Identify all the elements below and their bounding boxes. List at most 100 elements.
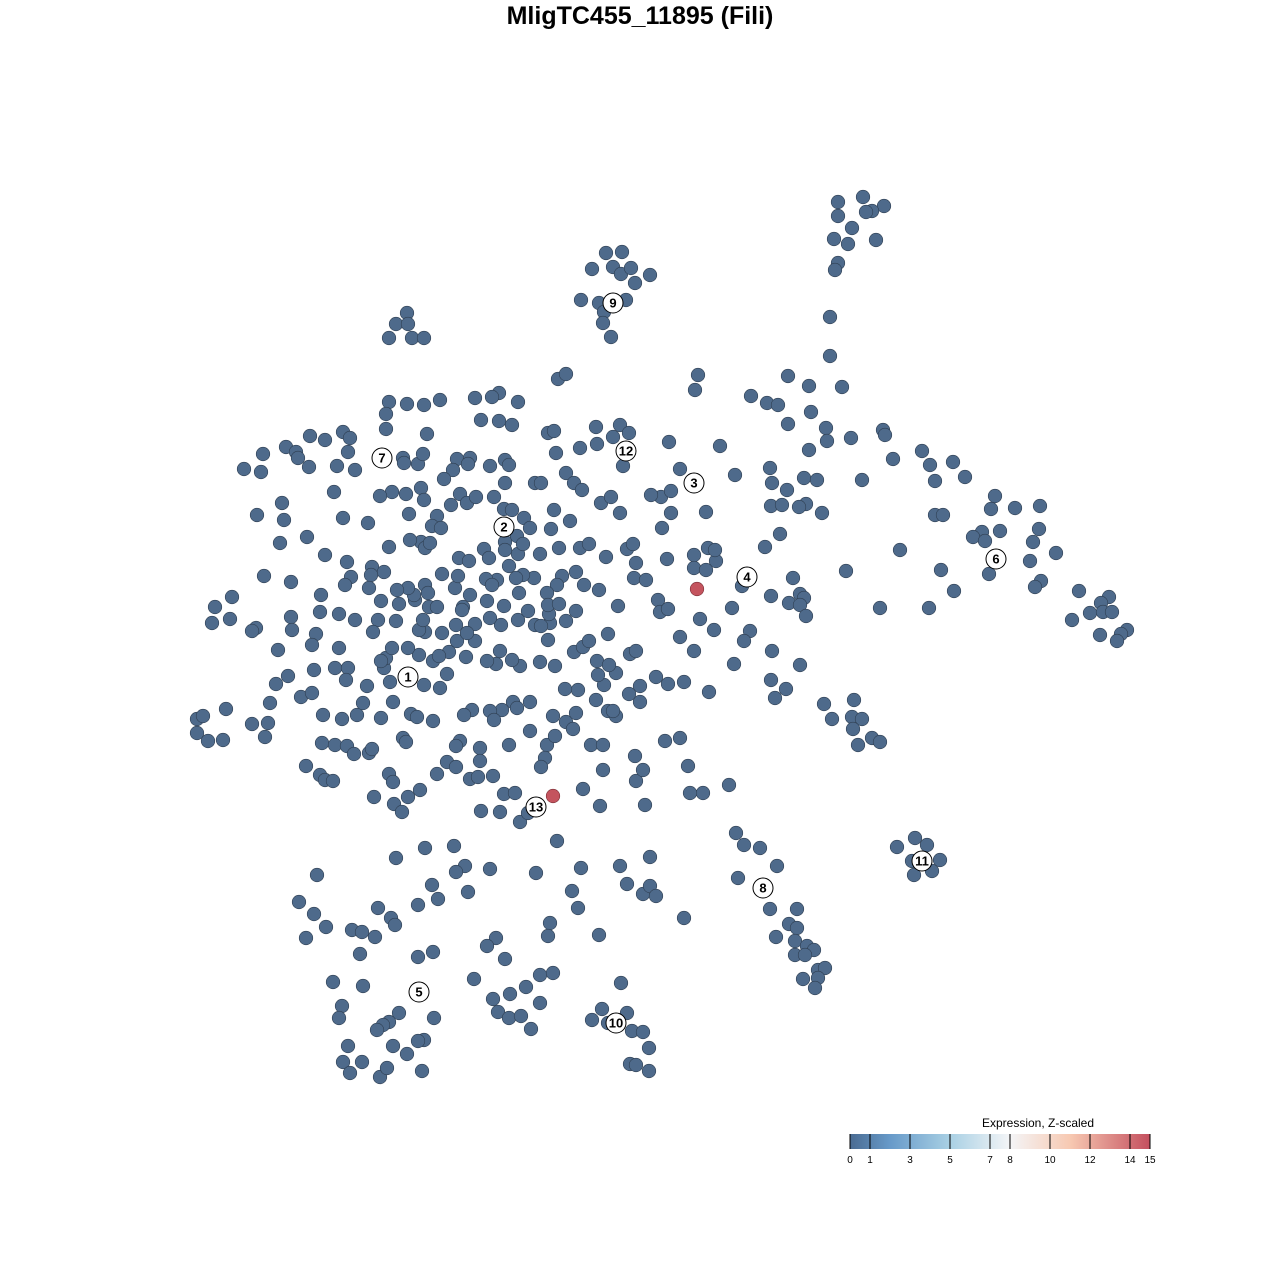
legend-ticks: 0 1 3 5 7 8 10 12 14 15 [847, 1134, 1156, 1166]
data-point [304, 685, 320, 701]
data-point [565, 721, 581, 737]
data-point [334, 998, 350, 1014]
data-point [467, 616, 483, 632]
data-point [549, 577, 565, 593]
data-point [430, 891, 446, 907]
cluster-label-6: 6 [985, 548, 1007, 570]
legend: Expression, Z-scaled 0 1 3 5 7 8 10 12 14 15 [847, 1116, 1156, 1166]
data-point [268, 676, 284, 692]
cluster-label-badge [371, 447, 393, 469]
data-point [304, 637, 320, 653]
data-point [598, 549, 614, 565]
data-point [222, 611, 238, 627]
data-point [306, 662, 322, 678]
data-point [547, 658, 563, 674]
data-point [885, 451, 901, 467]
data-point [757, 539, 773, 555]
data-point [601, 657, 617, 673]
data-point [354, 1054, 370, 1070]
data-point [548, 445, 564, 461]
data-point [933, 562, 949, 578]
data-point [787, 933, 803, 949]
data-point [635, 1024, 651, 1040]
data-point [570, 900, 586, 916]
data-point [327, 660, 343, 676]
data-point [370, 900, 386, 916]
data-point [496, 598, 512, 614]
data-point [326, 484, 342, 500]
data-point [549, 833, 565, 849]
data-point [822, 348, 838, 364]
cluster-label-text: 13 [529, 800, 543, 815]
data-point [470, 769, 486, 785]
data-point [446, 838, 462, 854]
data-point [992, 523, 1008, 539]
data-point [546, 423, 562, 439]
data-point [743, 388, 759, 404]
data-point [425, 713, 441, 729]
data-point [410, 949, 426, 965]
data-point [401, 506, 417, 522]
data-point [459, 625, 475, 641]
data-point [484, 389, 500, 405]
cluster-label-13: 13 [525, 796, 547, 818]
data-point-high-expression [545, 788, 561, 804]
data-point [769, 858, 785, 874]
data-point [460, 884, 476, 900]
data-point [614, 244, 630, 260]
data-point [919, 837, 935, 853]
data-point [798, 608, 814, 624]
data-point [628, 643, 644, 659]
data-point [595, 762, 611, 778]
data-point [491, 413, 507, 429]
legend-tick-label: 1 [867, 1155, 873, 1166]
data-point [780, 416, 796, 432]
legend-tick-label: 12 [1084, 1155, 1096, 1166]
cluster-label-badge [408, 981, 430, 1003]
data-point [317, 432, 333, 448]
data-point [768, 929, 784, 945]
data-point [809, 472, 825, 488]
data-point [965, 529, 981, 545]
data-point [481, 550, 497, 566]
data-point [419, 426, 435, 442]
data-point [359, 678, 375, 694]
data-point [244, 623, 260, 639]
data-point [302, 428, 318, 444]
data-point [876, 198, 892, 214]
data-point [728, 825, 744, 841]
data-point [510, 612, 526, 628]
data-point [543, 521, 559, 537]
data-point [400, 316, 416, 332]
data-point [262, 695, 278, 711]
data-point [676, 910, 692, 926]
data-point [400, 789, 416, 805]
data-point [1071, 583, 1087, 599]
cluster-label-8: 8 [752, 877, 774, 899]
data-point [816, 696, 832, 712]
data-point [354, 924, 370, 940]
data-point [497, 542, 513, 558]
data-point [429, 599, 445, 615]
data-point [411, 647, 427, 663]
data-point [501, 1010, 517, 1026]
data-point [479, 653, 495, 669]
data-point [388, 613, 404, 629]
points-layer [189, 189, 1135, 1085]
cluster-label-10: 10 [605, 1012, 627, 1034]
cluster-label-12: 12 [615, 440, 637, 462]
data-point [367, 929, 383, 945]
data-point [415, 612, 431, 628]
data-point [635, 762, 651, 778]
data-point [504, 502, 520, 518]
data-point [399, 1046, 415, 1062]
data-point [672, 730, 688, 746]
data-point [340, 1038, 356, 1054]
data-point [207, 599, 223, 615]
data-point [399, 396, 415, 412]
data-point [642, 267, 658, 283]
data-point [592, 798, 608, 814]
data-point [892, 542, 908, 558]
data-point [927, 473, 943, 489]
data-point [257, 729, 273, 745]
